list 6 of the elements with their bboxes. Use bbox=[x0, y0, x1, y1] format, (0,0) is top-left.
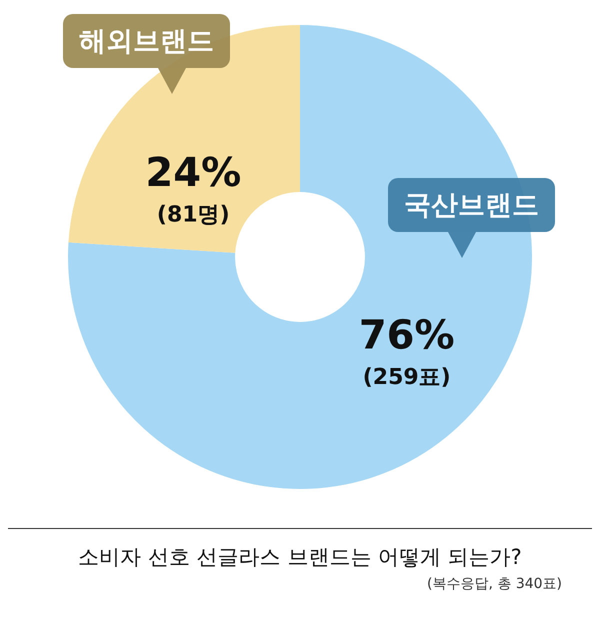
data-label: 24% (81명) bbox=[145, 150, 242, 228]
text: (복수응답, 총 340표) bbox=[426, 575, 563, 593]
slice-label: 국산브랜드 bbox=[388, 178, 555, 232]
data-label: 76% (259표) bbox=[358, 312, 455, 390]
slice-label: 해외브랜드 bbox=[63, 14, 230, 68]
text: 소비자 선호 선글라스 브랜드는 어떻게 되는가? bbox=[77, 544, 523, 571]
